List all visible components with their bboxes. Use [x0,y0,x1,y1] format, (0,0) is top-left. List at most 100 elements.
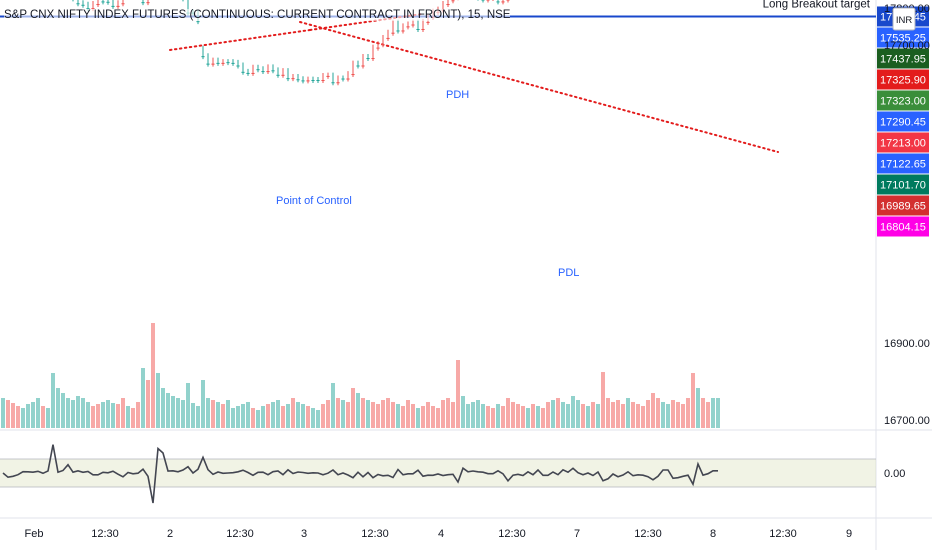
candle-body [276,74,280,76]
candle-body [381,44,385,46]
volume-bar [496,404,500,428]
price-tag-label: 16989.65 [880,200,926,212]
volume-bar [186,383,190,428]
candle-body [351,74,355,76]
volume-bar [701,398,705,428]
candle-body [256,69,260,71]
candle-body [321,80,325,82]
volume-bar [211,400,215,428]
candle-body [421,28,425,30]
candle-body [361,65,365,67]
volume-bar [46,408,50,428]
volume-bar [156,373,160,428]
candle-body [356,65,360,67]
volume-bar [21,408,25,428]
volume-bar [126,406,130,428]
candle-body [231,62,235,64]
volume-bar [481,404,485,428]
candle-body [106,1,110,3]
volume-bar [441,400,445,428]
candle-body [121,3,125,5]
price-tag-label: 17323.00 [880,95,926,107]
time-axis[interactable]: Feb 12:30 2 12:30 3 12:30 4 12:30 7 12:30 8 12:30 9 [25,528,853,540]
candle-body [241,71,245,73]
candle-body [96,4,100,6]
price-tag-label: 17122.65 [880,158,926,170]
volume-bar [466,404,470,428]
volume-bar [321,404,325,428]
volume-bar [426,402,430,428]
candle-body [311,80,315,82]
candle-body [391,32,395,34]
candle-body [451,0,455,2]
price-tag [877,132,929,153]
volume-bar [566,404,570,428]
price-axis[interactable]: 17623.4517535.2517437.9517325.9017323.00… [877,3,930,427]
candle-body [91,8,95,10]
pdh-label: PDH [446,89,469,101]
volume-bar [461,396,465,428]
volume-bar [11,403,15,428]
candle-body [266,71,270,73]
candle-body [501,1,505,3]
volume-bar [291,398,295,428]
candle-body [366,58,370,60]
volume-bar [486,406,490,428]
volume-bar [6,400,10,428]
price-tag-label: 17213.00 [880,137,926,149]
volume-bar [61,393,65,428]
volume-bar [531,404,535,428]
volume-bar [536,406,540,428]
candle-body [226,62,230,64]
candle-body [481,0,485,1]
volume-bar [301,404,305,428]
volume-bar [346,402,350,428]
volume-bar [591,402,595,428]
volume-bar [241,404,245,428]
time-axis-tick: 12:30 [91,528,119,540]
volume-bar [601,372,605,428]
volume-bar [311,408,315,428]
volume-bar [196,406,200,428]
volume-bar [336,398,340,428]
volume-bar [131,408,135,428]
volume-bar [401,406,405,428]
candle-body [346,78,350,80]
volume-bar [326,400,330,428]
volume-bar [626,398,630,428]
candle-body [376,47,380,49]
volume-bar [491,408,495,428]
price-tag [877,48,929,69]
candle-body [301,80,305,82]
price-axis-tick: 16700.00 [884,415,930,427]
volume-bar [676,402,680,428]
candle-body [486,0,490,1]
volume-bar [561,402,565,428]
price-tag-label: 17535.25 [880,32,926,44]
volume-bar [71,400,75,428]
volume-bar [456,360,460,428]
candle-body [416,28,420,30]
volume-bar [146,380,150,428]
volume-bar [206,398,210,428]
price-tag [877,69,929,90]
volume-bar [261,406,265,428]
candle-body [111,5,115,7]
candle-body [206,63,210,65]
chart-title: S&P CNX NIFTY INDEX FUTURES (CONTINUOUS:… [4,9,511,21]
volume-bar [216,402,220,428]
volume-bar [681,404,685,428]
volume-bar [386,398,390,428]
volume-bar [371,402,375,428]
candle-body [271,70,275,72]
candle-body [506,0,510,1]
volume-bar [136,402,140,428]
candle-body [401,30,405,32]
volume-bar [181,400,185,428]
volume-bar [516,404,520,428]
volume-bar [711,398,715,428]
volume-bar [276,400,280,428]
volume-bar [546,402,550,428]
